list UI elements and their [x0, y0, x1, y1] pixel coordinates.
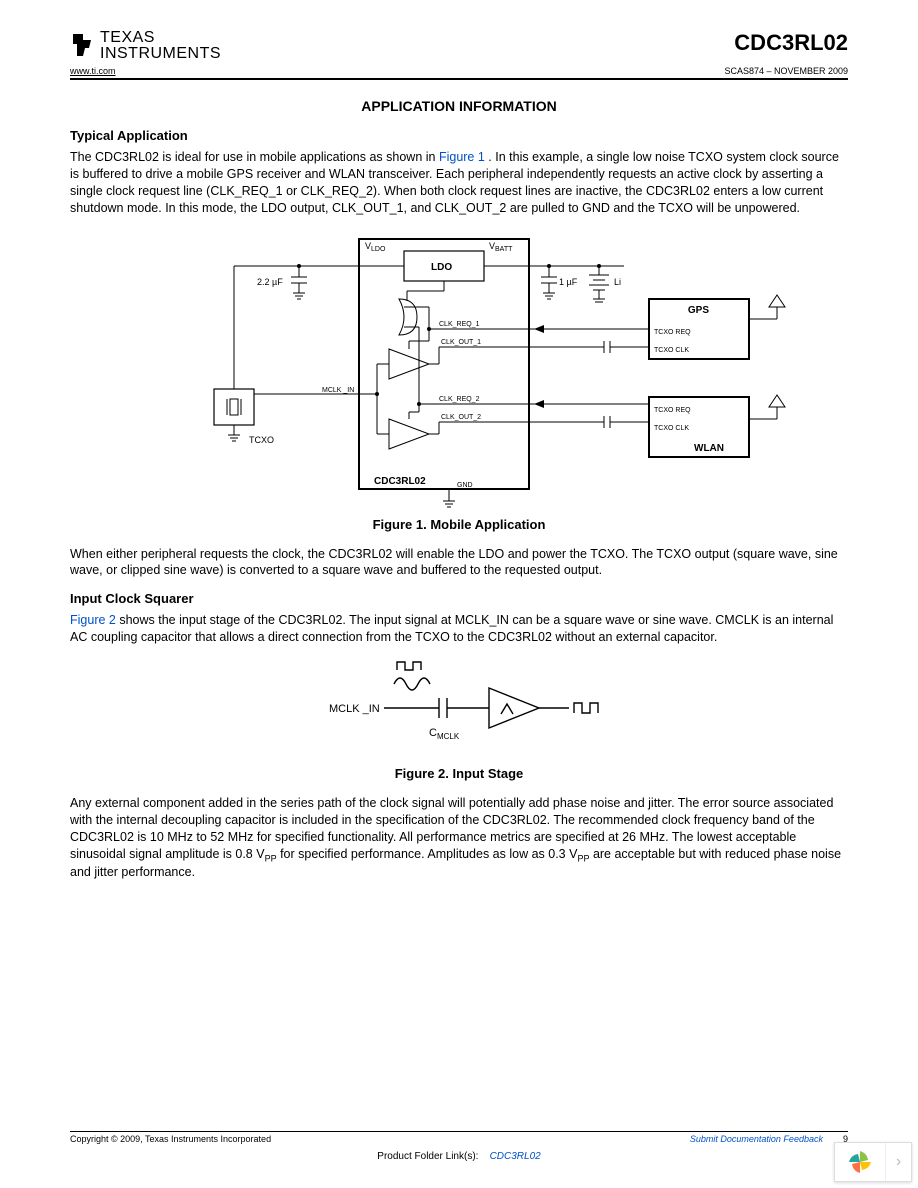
- ti-logo: TEXAS INSTRUMENTS: [70, 30, 221, 62]
- svg-text:Li: Li: [614, 277, 621, 287]
- svg-text:TCXO CLK: TCXO CLK: [654, 425, 689, 432]
- svg-text:TCXO REQ: TCXO REQ: [654, 329, 691, 336]
- ti-logo-icon: [70, 30, 94, 60]
- figure-2-diagram: .ln2{stroke:#000;stroke-width:1.4;fill:n…: [279, 658, 639, 758]
- section-input-clock-squarer: Input Clock Squarer: [70, 591, 848, 606]
- svg-text:CMCLK: CMCLK: [429, 727, 460, 741]
- para3-text: shows the input stage of the CDC3RL02. T…: [70, 613, 833, 644]
- widget-arrow[interactable]: ›: [885, 1143, 911, 1181]
- svg-text:TCXO: TCXO: [249, 435, 274, 445]
- svg-text:WLAN: WLAN: [694, 443, 724, 454]
- part-number: CDC3RL02: [734, 30, 848, 56]
- figure-2-link[interactable]: Figure 2: [70, 613, 116, 627]
- section-typical-application: Typical Application: [70, 128, 848, 143]
- section-application-information: APPLICATION INFORMATION: [70, 98, 848, 114]
- doc-id: SCAS874 – NOVEMBER 2009: [724, 66, 848, 76]
- company-name-top: TEXAS: [100, 30, 221, 46]
- page-header: TEXAS INSTRUMENTS CDC3RL02: [70, 30, 848, 62]
- paragraph-2: When either peripheral requests the cloc…: [70, 546, 848, 580]
- svg-text:1 µF: 1 µF: [559, 277, 578, 287]
- svg-text:TCXO REQ: TCXO REQ: [654, 407, 691, 414]
- feedback-link[interactable]: Submit Documentation Feedback: [690, 1134, 823, 1144]
- folder-link[interactable]: CDC3RL02: [490, 1151, 541, 1162]
- paragraph-typical-application: The CDC3RL02 is ideal for use in mobile …: [70, 149, 848, 217]
- subheader: www.ti.com SCAS874 – NOVEMBER 2009: [70, 66, 848, 80]
- footer-center: Product Folder Link(s): CDC3RL02: [0, 1151, 918, 1162]
- svg-text:CLK_OUT_1: CLK_OUT_1: [441, 339, 481, 346]
- figure-1-diagram: .ln{stroke:#000;stroke-width:1.4;fill:no…: [129, 229, 789, 509]
- widget-logo: [835, 1143, 885, 1181]
- svg-text:CDC3RL02: CDC3RL02: [374, 476, 426, 487]
- svg-text:MCLK _IN: MCLK _IN: [329, 703, 380, 715]
- svg-text:TCXO CLK: TCXO CLK: [654, 347, 689, 354]
- figure-1-caption: Figure 1. Mobile Application: [70, 517, 848, 532]
- para4b: for specified performance. Amplitudes as…: [280, 847, 577, 861]
- url[interactable]: www.ti.com: [70, 66, 116, 76]
- svg-text:CLK_REQ_1: CLK_REQ_1: [439, 321, 480, 328]
- para1a: The CDC3RL02 is ideal for use in mobile …: [70, 150, 439, 164]
- svg-text:CLK_REQ_2: CLK_REQ_2: [439, 396, 480, 403]
- figure-2-caption: Figure 2. Input Stage: [70, 766, 848, 781]
- svg-text:MCLK _IN: MCLK _IN: [322, 387, 354, 394]
- paragraph-4: Any external component added in the seri…: [70, 795, 848, 881]
- figure-1-link[interactable]: Figure 1: [439, 150, 485, 164]
- svg-text:GND: GND: [457, 482, 473, 489]
- pp-sub-1: PP: [265, 853, 277, 863]
- corner-widget[interactable]: ›: [834, 1142, 912, 1182]
- pp-sub-2: PP: [577, 853, 589, 863]
- company-name-bottom: INSTRUMENTS: [100, 46, 221, 62]
- svg-text:CLK_OUT_2: CLK_OUT_2: [441, 414, 481, 421]
- page-footer: Copyright © 2009, Texas Instruments Inco…: [70, 1131, 848, 1144]
- svg-text:2.2 µF: 2.2 µF: [257, 277, 283, 287]
- paragraph-3: Figure 2 shows the input stage of the CD…: [70, 612, 848, 646]
- copyright: Copyright © 2009, Texas Instruments Inco…: [70, 1134, 271, 1144]
- folder-label: Product Folder Link(s):: [377, 1151, 478, 1162]
- pinwheel-icon: [847, 1149, 873, 1175]
- svg-text:LDO: LDO: [431, 262, 452, 273]
- svg-text:GPS: GPS: [688, 305, 709, 316]
